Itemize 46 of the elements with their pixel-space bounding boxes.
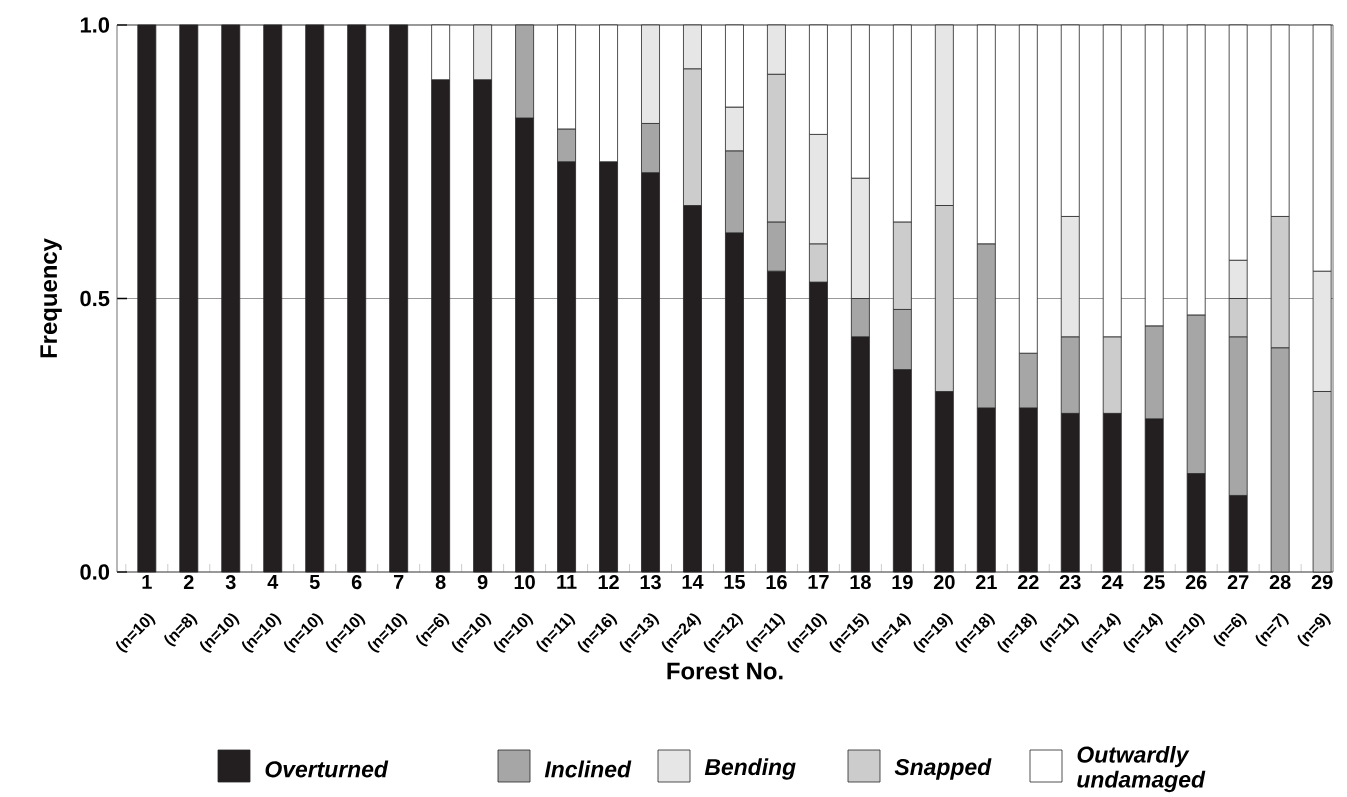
y-tick-label: 0.0 (80, 564, 110, 580)
y-tick-label: 1.0 (80, 17, 110, 33)
bar (263, 24, 283, 573)
x-tick-label: 4 (267, 575, 279, 589)
x-tick-label: 20 (933, 575, 955, 590)
x-tick-label: 25 (1143, 575, 1165, 590)
x-tick-label: 15 (724, 575, 745, 589)
y-tick-label: 0.5 (80, 290, 110, 307)
x-tick-label: 26 (1185, 575, 1207, 590)
bar (389, 24, 409, 573)
x-tick-label: 21 (975, 575, 997, 589)
x-tick-label: 1 (142, 575, 152, 589)
x-tick-label: 18 (850, 575, 871, 590)
x-tick-label: 27 (1227, 575, 1249, 589)
x-tick-label: 28 (1269, 575, 1291, 590)
x-tick-label: 7 (393, 575, 404, 589)
x-tick-label: 8 (435, 575, 446, 590)
bar (305, 24, 325, 573)
x-tick-label: 10 (514, 575, 535, 590)
bar (347, 24, 367, 573)
x-tick-label: 23 (1059, 575, 1081, 590)
y-axis-title: Frequency (40, 238, 62, 358)
x-tick-label: 12 (598, 575, 619, 589)
x-tick-label: 13 (640, 575, 661, 590)
x-tick-label: 6 (351, 575, 362, 590)
x-tick-label: 3 (225, 575, 236, 590)
x-tick-label: 14 (682, 575, 704, 589)
legend-label: Bending (704, 758, 796, 780)
x-tick-label: 19 (892, 575, 913, 590)
x-tick-label: 2 (183, 575, 194, 589)
x-axis-title: Forest No. (667, 662, 783, 680)
x-tick-label: 9 (477, 575, 488, 590)
x-tick-label: 16 (766, 575, 787, 590)
legend-label: Outwardly undamaged (1077, 745, 1206, 793)
legend-label: Overturned (265, 760, 389, 778)
x-tick-label: 17 (808, 575, 829, 589)
bar (221, 24, 241, 573)
x-tick-label: 22 (1017, 575, 1039, 589)
bar (179, 24, 199, 573)
legend-label: Inclined (544, 760, 632, 778)
bar (137, 24, 157, 573)
x-tick-label: 5 (309, 575, 320, 589)
x-tick-label: 29 (1311, 575, 1333, 590)
x-tick-label: 11 (557, 575, 577, 589)
legend-label: Snapped (894, 758, 992, 780)
x-tick-label: 24 (1101, 575, 1124, 589)
